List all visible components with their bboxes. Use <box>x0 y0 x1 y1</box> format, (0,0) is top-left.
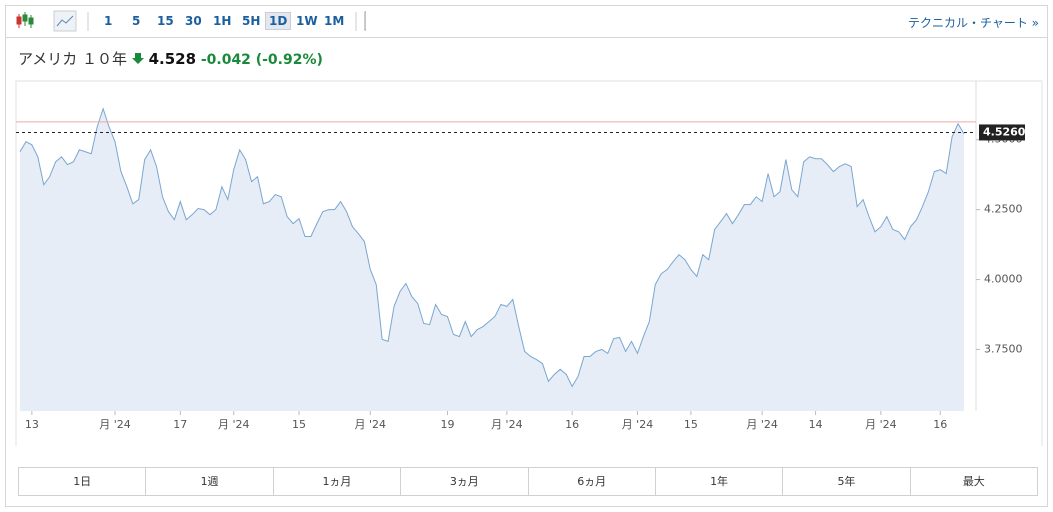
widget: テクニカル・チャート » 1 5 15 30 1H 5H 1D 1W 1M アメリカ １０年 4… <box>5 5 1048 507</box>
interval-button[interactable]: 1D <box>265 12 292 30</box>
interval-button[interactable]: 30 <box>185 14 202 28</box>
quote: アメリカ １０年 4.528 -0.042 (-0.92%) <box>18 48 323 69</box>
change-percent: (-0.92%) <box>255 52 323 68</box>
range-button[interactable]: 1ヵ月 <box>272 468 400 495</box>
range-button[interactable]: 1日 <box>73 475 92 488</box>
x-tick-label: 13 <box>25 418 39 431</box>
range-button[interactable]: 3ヵ月 <box>400 468 527 495</box>
interval-button[interactable]: 15 <box>157 14 174 28</box>
chart: Investing.com3.75004.00004.25004.500013月… <box>15 80 1043 446</box>
interval-button[interactable]: 5 <box>132 14 141 28</box>
toolbar-icons <box>16 10 366 32</box>
chart-border <box>15 80 1043 446</box>
interval-button[interactable]: 5H <box>242 14 261 28</box>
y-tick-label: 3.7500 <box>984 342 1023 355</box>
range-button[interactable]: 5年 <box>782 468 909 495</box>
down-arrow <box>131 53 144 64</box>
technical-chart-link[interactable]: テクニカル・チャート » <box>907 16 1039 30</box>
y-tick-label: 4.2500 <box>984 203 1023 216</box>
range-bar: 1日 1週 1ヵ月 3ヵ月 6ヵ月 1年 5年 最大 <box>18 467 1038 496</box>
range-button[interactable]: 1年 <box>654 468 782 495</box>
instrument-name: アメリカ １０年 <box>18 50 128 68</box>
range-button[interactable]: 6ヵ月 <box>527 468 655 495</box>
x-tick-label: 月 '24 <box>355 418 387 431</box>
x-tick-label: 15 <box>292 418 306 431</box>
x-tick-label: 15 <box>684 418 698 431</box>
x-tick-label: 14 <box>809 418 823 431</box>
interval-button[interactable]: 1 <box>104 14 113 28</box>
change: -0.042 <box>200 52 251 68</box>
current-tag-label: 4.5260 <box>983 125 1026 138</box>
toolbar: テクニカル・チャート » 1 5 15 30 1H 5H 1D 1W 1M <box>6 6 1047 38</box>
x-tick-label: 月 '24 <box>491 418 523 431</box>
x-tick-label: 月 '24 <box>746 418 778 431</box>
current-tag <box>979 124 1025 141</box>
x-tick-label: 17 <box>173 418 187 431</box>
x-tick-label: 月 '24 <box>622 418 654 431</box>
x-tick-label: 月 '24 <box>865 418 897 431</box>
interval-button[interactable]: 1M <box>324 14 345 28</box>
x-tick-label: 月 '24 <box>99 418 131 431</box>
range-button[interactable]: 最大 <box>909 468 1037 495</box>
line <box>19 107 965 388</box>
x-tick-label: 16 <box>565 418 579 431</box>
interval-button[interactable]: 1H <box>213 14 232 28</box>
x-tick-label: 16 <box>933 418 947 431</box>
y-tick-label: 4.0000 <box>984 273 1023 286</box>
x-tick-label: 19 <box>440 418 454 431</box>
area <box>20 108 964 412</box>
range-button[interactable]: 1週 <box>145 468 272 495</box>
interval-button[interactable]: 1W <box>296 14 318 28</box>
x-tick-label: 月 '24 <box>218 418 250 431</box>
price: 4.528 <box>148 50 197 68</box>
